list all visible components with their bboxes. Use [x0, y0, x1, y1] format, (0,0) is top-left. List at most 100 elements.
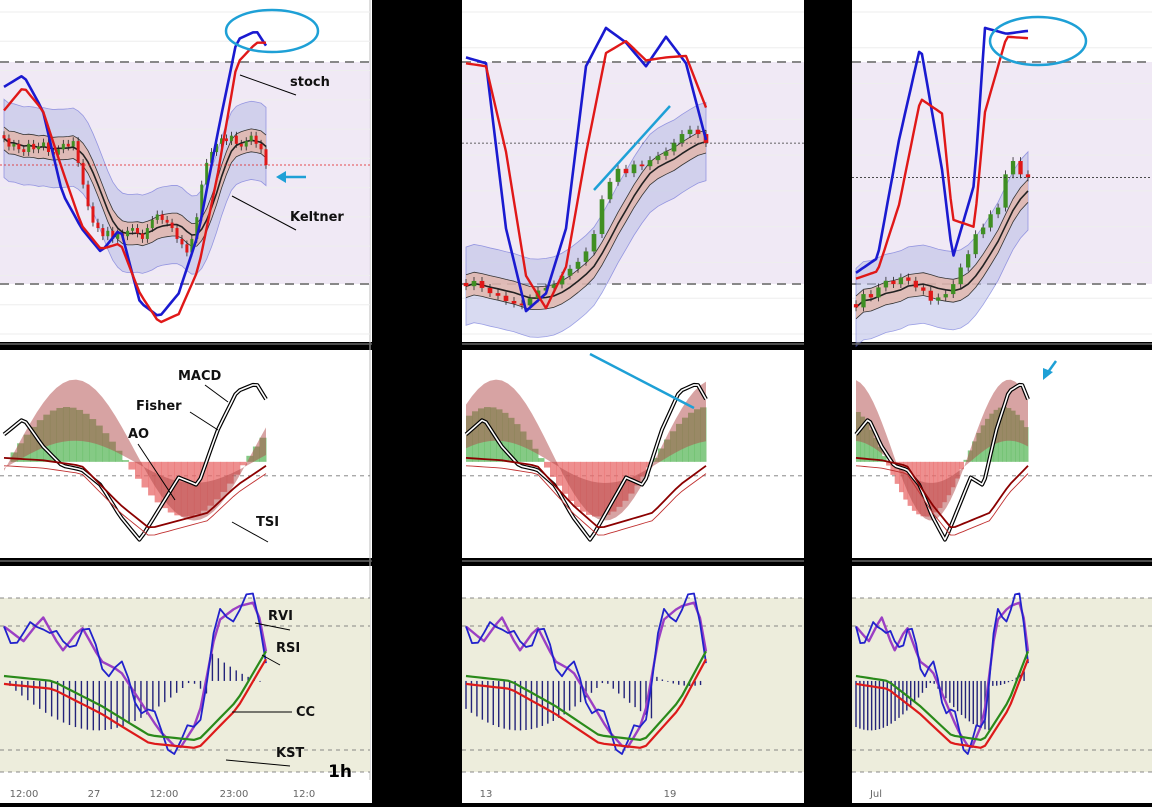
ao-bar	[963, 459, 969, 462]
price-tick-label: 8300.0	[376, 125, 411, 136]
time-tick-label: 19	[664, 789, 677, 800]
stoch-k-line	[855, 26, 1029, 274]
rvi-pointer	[254, 622, 291, 631]
candle-body	[495, 293, 501, 296]
candle-body	[71, 141, 75, 147]
candle-body	[655, 155, 661, 161]
candle-body	[111, 230, 115, 239]
time-tick-label: 12:00	[150, 789, 179, 800]
candle-body	[200, 184, 204, 218]
rsi-pointer	[261, 654, 281, 666]
fisher-line-inner	[3, 384, 267, 541]
candle-body	[995, 207, 1001, 215]
stoch-k-line	[465, 26, 708, 313]
candle-body	[1010, 161, 1016, 175]
candle-body	[639, 164, 645, 167]
candle-body	[898, 277, 904, 285]
timeframe-label: 1h	[328, 762, 352, 782]
candle-body	[170, 222, 174, 229]
price-tick-label: 8500.0	[376, 67, 411, 78]
osc-tick-label: 0.0000	[376, 705, 411, 716]
candle-body	[229, 135, 233, 142]
macd-tick-label: -100.0000	[376, 508, 427, 519]
macd-tick-label: 200.0000	[376, 392, 424, 403]
keltner-band	[4, 126, 266, 247]
osc-tick-label: -8.0000	[376, 768, 415, 779]
time-tick-label: 27	[88, 789, 101, 800]
osc-tick-label: -4.0000	[376, 737, 415, 748]
ao-bar	[233, 461, 241, 475]
cc-label: CC	[296, 705, 315, 720]
ao-bar	[899, 461, 904, 493]
ao-bar	[950, 461, 956, 488]
candle-body	[679, 134, 685, 143]
candle-body	[623, 168, 629, 174]
candle-body	[913, 280, 918, 288]
cc-line	[3, 650, 267, 742]
candle-body	[7, 138, 11, 147]
candle-body	[876, 287, 881, 298]
kst-pointer	[225, 759, 291, 767]
keltner-basis	[465, 140, 707, 300]
ao-bar	[640, 461, 647, 477]
ao-bar	[538, 458, 545, 462]
candle-body	[591, 234, 597, 252]
candle-body	[527, 298, 533, 306]
candle-body	[81, 162, 85, 185]
tsi-label: TSI	[256, 515, 279, 530]
stoch-d-line	[855, 35, 1029, 280]
price-tick-label: 8600.0	[376, 37, 411, 48]
candle-body	[180, 238, 184, 245]
candle-body	[249, 135, 253, 142]
ao-bar	[544, 461, 551, 468]
ao-bar	[954, 461, 960, 479]
candle-body	[210, 151, 214, 163]
ao-bar	[873, 437, 878, 462]
ao-bar	[141, 461, 149, 488]
candle-body	[471, 280, 477, 287]
candle-body	[551, 284, 557, 288]
ao-bar	[550, 461, 557, 477]
candle-body	[519, 303, 525, 306]
candle-body	[687, 129, 693, 135]
tsi-signal-line	[855, 465, 1029, 536]
candle-body	[131, 228, 135, 231]
keltner-band	[466, 130, 706, 310]
candle-body	[631, 164, 637, 174]
ao-bar	[556, 461, 563, 486]
candle-body	[936, 297, 941, 301]
candle-body	[160, 214, 164, 220]
ao-bar	[115, 450, 123, 462]
candle-body	[12, 143, 16, 147]
candle-body	[96, 222, 100, 229]
candle-body	[988, 214, 993, 228]
ao-bar	[881, 456, 887, 462]
candle-body	[22, 149, 26, 152]
candle-body	[958, 267, 963, 285]
tsi-signal-line	[465, 465, 707, 536]
time-tick-label: 23:00	[220, 789, 249, 800]
tsi-pointer	[231, 521, 269, 543]
price-tick-label: 8700.0	[376, 8, 411, 19]
candle-body	[479, 280, 485, 288]
candle-body	[853, 304, 859, 308]
kst-line	[3, 658, 267, 749]
rsi-label: RSI	[276, 641, 300, 656]
candle-body	[575, 261, 581, 269]
macd-label: MACD	[178, 369, 222, 384]
panel-12h: 9600.09200.08800.08400.08146.17600.07200…	[462, 0, 804, 803]
candle-body	[671, 142, 677, 152]
stoch-d-line	[465, 40, 708, 310]
macd-tick-label: 0.0000	[376, 469, 411, 480]
candle-body	[259, 143, 263, 150]
panel-1D: 10500.010000.09500.09000.08500.08153.575…	[852, 0, 1152, 803]
candle-body	[943, 294, 948, 298]
divergence-line-12h	[589, 352, 695, 410]
candle-body	[145, 228, 149, 239]
macd-cloud	[856, 379, 1028, 521]
candle-body	[615, 168, 621, 182]
candle-body	[1025, 174, 1031, 178]
keltner-lower	[855, 202, 1029, 320]
fisher-line-inner	[855, 384, 1029, 541]
candle-body	[220, 138, 224, 144]
